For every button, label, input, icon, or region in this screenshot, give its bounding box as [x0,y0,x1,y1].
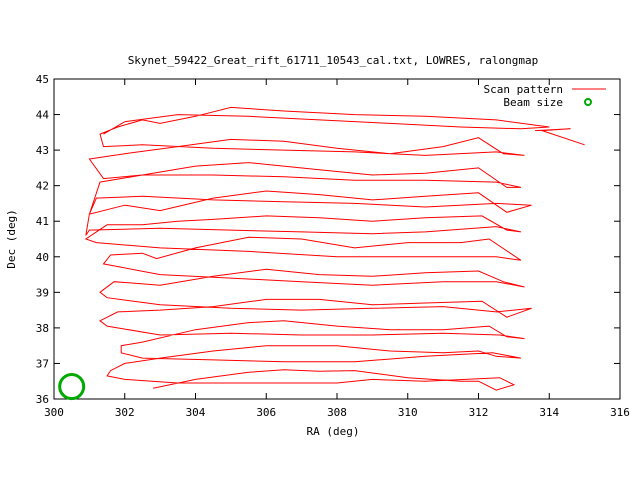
x-axis-label: RA (deg) [307,425,360,438]
y-tick-label: 45 [36,73,49,86]
y-axis-label: Dec (deg) [5,209,18,269]
y-tick-label: 43 [36,144,49,157]
legend: Scan pattern Beam size [484,83,606,109]
plot-area [58,106,585,401]
scan-pattern-line [535,128,585,146]
y-tick-label: 42 [36,180,49,193]
x-tick-label: 310 [398,406,418,419]
axis-ticks: 300 302 304 306 308 310 312 314 316 36 37 38 39 40 41 4… [36,73,630,419]
x-tick-label: 314 [539,406,559,419]
y-tick-label: 38 [36,322,49,335]
y-tick-label: 44 [36,109,50,122]
x-tick-label: 312 [469,406,489,419]
y-tick-label: 37 [36,357,49,370]
y-tick-label: 41 [36,215,49,228]
x-tick-label: 306 [256,406,276,419]
y-tick-label: 39 [36,286,49,299]
y-tick-label: 40 [36,251,49,264]
x-tick-label: 304 [186,406,206,419]
x-tick-label: 308 [327,406,347,419]
legend-label-scan-pattern: Scan pattern [484,83,563,96]
x-tick-label: 302 [115,406,135,419]
scan-pattern-line [84,106,550,391]
x-tick-label: 300 [44,406,64,419]
beam-size-circle [58,372,86,401]
legend-label-beam-size: Beam size [503,96,563,109]
legend-swatch-beam-size [584,98,592,106]
chart-title: Skynet_59422_Great_rift_61711_10543_cal.… [128,54,539,67]
y-tick-label: 36 [36,393,49,406]
x-tick-label: 316 [610,406,630,419]
plot-frame [53,78,621,400]
